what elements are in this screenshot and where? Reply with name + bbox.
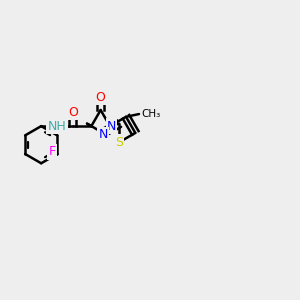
Text: O: O xyxy=(96,91,106,103)
Text: NH: NH xyxy=(48,120,66,133)
Text: N: N xyxy=(107,120,116,133)
Text: F: F xyxy=(48,146,56,158)
Text: O: O xyxy=(68,106,78,119)
Text: S: S xyxy=(115,136,123,149)
Text: N: N xyxy=(98,128,108,141)
Text: CH₃: CH₃ xyxy=(142,109,161,119)
